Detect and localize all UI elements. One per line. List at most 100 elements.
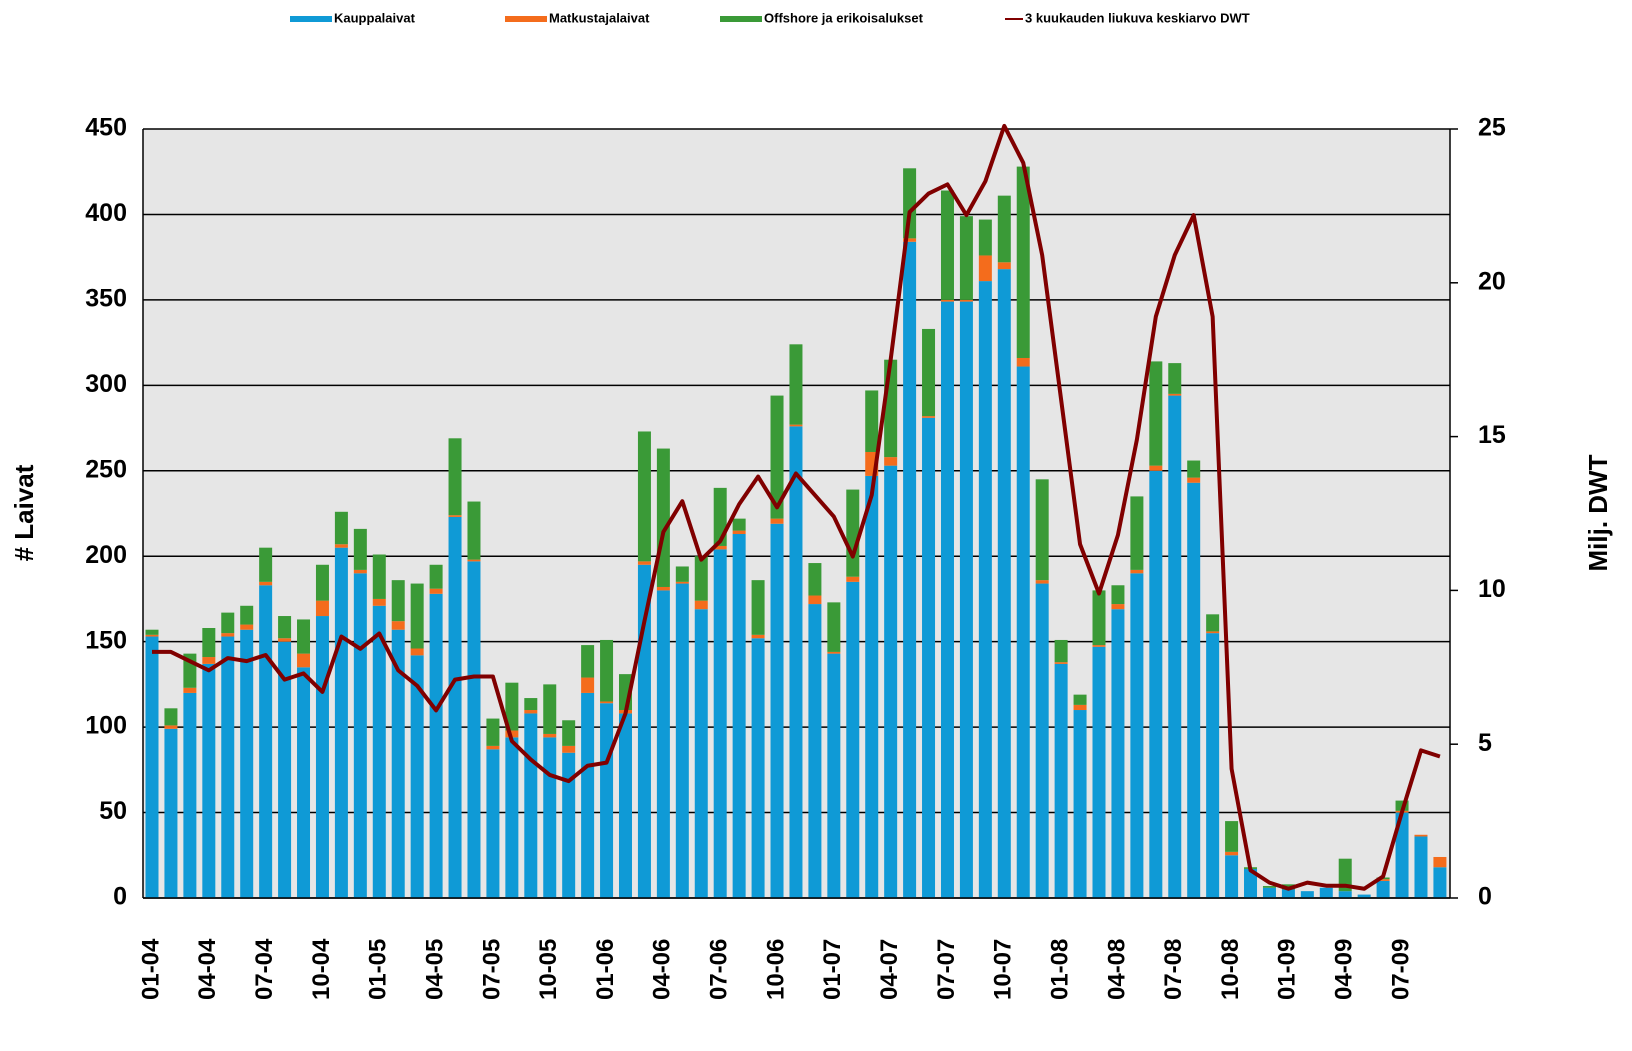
bar-segment [1433,856,1447,868]
bar-segment [562,752,576,898]
bar-segment [1338,858,1352,892]
bar-segment [997,195,1011,263]
bar-segment [1206,631,1220,634]
bar-segment [315,564,329,601]
bar-segment [1414,834,1428,837]
bar-segment [940,190,954,300]
legend-swatch [720,16,762,22]
y-tick-label: 100 [85,712,127,740]
bar-segment [1225,855,1239,898]
bar-segment [1319,887,1333,898]
bar-segment [1149,470,1163,898]
x-tick-label: 10-05 [535,939,562,1000]
bar-segment [353,528,367,570]
bar-segment [1357,894,1371,898]
bar-segment [1433,867,1447,898]
bar-segment [619,713,632,898]
bar-segment [278,638,292,642]
bar-segment [240,629,254,898]
y-tick-label: 200 [85,541,127,569]
bar-segment [959,299,973,302]
bar-segment [656,590,670,898]
bar-segment [675,583,689,898]
bar-segment [543,737,557,898]
bar-segment [600,701,614,704]
bar-segment [1225,821,1239,852]
x-tick-label: 07-05 [478,939,505,1000]
bar-segment [1073,710,1087,898]
bar-segment [391,580,405,622]
bar-segment [543,684,557,734]
bar-segment [505,682,519,731]
bar-segment [1376,879,1390,881]
bar-segment [865,475,879,898]
bar-segment [1187,477,1201,483]
bar-segment [429,564,443,589]
bar-segment [808,604,822,898]
bar-segment [505,737,519,898]
bar-segment [391,629,405,898]
y2-tick-label: 5 [1478,729,1492,757]
bar-segment [202,657,216,664]
bar-segment [827,651,841,654]
bar-segment [581,677,595,693]
bar-segment [846,581,860,898]
bar-segment [1054,639,1068,663]
bar-segment [1187,460,1201,478]
bar-segment [524,698,538,711]
y-tick-label: 300 [85,370,127,398]
bar-segment [959,301,973,898]
bar-segment [315,616,329,898]
legend-label: Kauppalaivat [334,10,416,25]
bar-segment [145,629,159,635]
legend-label: 3 kuukauden liukuva keskiarvo DWT [1025,10,1250,25]
bar-segment [164,708,178,726]
bar-segment [259,585,273,898]
bar-segment [1073,704,1087,711]
bar-segment [1111,585,1125,605]
bar-segment [410,583,424,649]
bar-segment [846,576,860,582]
bar-segment [1073,694,1087,705]
bar-segment [240,605,254,625]
bar-segment [978,281,992,898]
y-axis-title: # Laivat [9,464,39,561]
bar-segment [978,255,992,282]
bar-segment [334,544,348,548]
bar-segment [1262,887,1276,898]
bar-segment [221,633,235,637]
bar-segment [1281,889,1295,898]
x-tick-label: 01-04 [137,938,164,1000]
bar-segment [467,561,481,898]
bar-segment [543,733,557,738]
bar-segment [751,634,765,639]
bar-segment [808,595,822,605]
y-tick-label: 450 [85,114,127,142]
y2-tick-label: 20 [1478,267,1506,295]
bar-segment [922,417,936,898]
bar-segment [600,639,614,702]
x-tick-label: 07-08 [1160,939,1187,1000]
bar-segment [959,216,973,300]
bar-segment [884,465,898,898]
bar-segment [221,636,235,898]
y-tick-label: 350 [85,284,127,312]
bar-segment [410,655,424,898]
bar-segment [183,692,197,898]
bar-segment [1035,580,1049,584]
bar-segment [486,718,500,746]
bar-segment [865,390,879,452]
bar-segment [732,530,746,535]
x-tick-label: 07-04 [251,938,278,1000]
y2-tick-label: 25 [1478,114,1506,142]
bar-segment [372,554,386,599]
legend-label: Offshore ja erikoisalukset [764,10,924,25]
x-tick-label: 04-09 [1331,939,1358,1000]
bar-segment [884,457,898,466]
bar-segment [202,627,216,658]
bar-segment [524,710,538,714]
x-tick-label: 01-07 [819,939,846,1000]
bar-segment [1149,465,1163,471]
bar-segment [353,569,367,574]
